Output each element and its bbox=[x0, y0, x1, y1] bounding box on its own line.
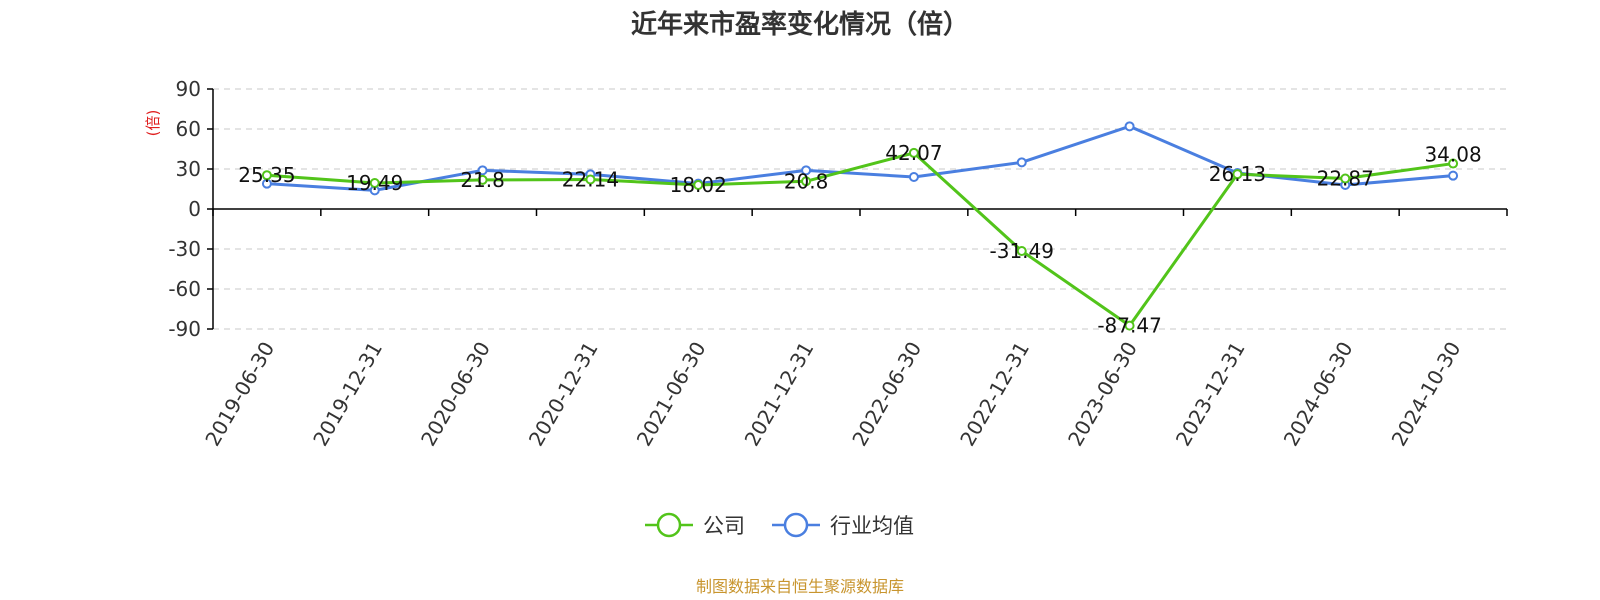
data-point-industry-average bbox=[1124, 121, 1135, 132]
x-tick-label: 2020-06-30 bbox=[416, 338, 495, 451]
data-label-company: 25.35 bbox=[238, 163, 295, 187]
legend-marker-icon bbox=[656, 512, 682, 538]
data-label-company: 34.08 bbox=[1424, 143, 1481, 167]
y-tick-label: -60 bbox=[168, 277, 201, 301]
grid-layer bbox=[213, 88, 1507, 330]
data-label-company: 21.8 bbox=[460, 168, 505, 192]
data-point-company bbox=[585, 174, 596, 185]
data-label-company: 26.13 bbox=[1209, 162, 1266, 186]
x-tick-label: 2019-12-31 bbox=[308, 338, 387, 451]
x-tick-label: 2024-10-30 bbox=[1387, 338, 1466, 451]
data-point-company bbox=[693, 179, 704, 190]
x-tick-label: 2024-06-30 bbox=[1279, 338, 1358, 451]
data-label-company: 22.87 bbox=[1317, 167, 1374, 191]
legend-item-industry-average[interactable]: 行业均值 bbox=[772, 512, 914, 538]
y-tick-label: 30 bbox=[176, 157, 201, 181]
data-label-company: 22.14 bbox=[562, 167, 619, 191]
legend: 公司 行业均值 bbox=[645, 512, 914, 538]
legend-marker-icon bbox=[783, 512, 809, 538]
source-note: 制图数据来自恒生聚源数据库 bbox=[696, 577, 904, 596]
series-line-company bbox=[266, 151, 1454, 328]
data-point-company bbox=[1232, 169, 1243, 180]
x-tick-label: 2022-12-31 bbox=[955, 338, 1034, 451]
data-point-company bbox=[1016, 245, 1027, 256]
data-point-company bbox=[477, 174, 488, 185]
data-point-company bbox=[1448, 158, 1459, 169]
data-label-company: -31.49 bbox=[990, 239, 1054, 263]
data-point-company bbox=[801, 176, 812, 187]
data-point-industry-average bbox=[477, 165, 488, 176]
data-point-industry-average bbox=[801, 165, 812, 176]
y-axis-unit-label: (倍) bbox=[144, 110, 162, 137]
y-tick-label: -30 bbox=[168, 237, 201, 261]
data-point-industry-average bbox=[1016, 157, 1027, 168]
y-tick-label: 0 bbox=[188, 197, 201, 221]
data-label-company: 19.49 bbox=[346, 171, 403, 195]
y-tick-label: 60 bbox=[176, 117, 201, 141]
data-label-layer: 25.35 19.49 21.8 22.14 18.02 20.8 42.07 -31.49 -… bbox=[238, 141, 1481, 338]
x-tick-label: 2022-06-30 bbox=[847, 338, 926, 451]
data-point-company bbox=[908, 147, 919, 158]
data-point-company bbox=[1340, 173, 1351, 184]
data-point-industry-average bbox=[1448, 170, 1459, 181]
x-tick-label: 2023-06-30 bbox=[1063, 338, 1142, 451]
data-label-company: 18.02 bbox=[670, 173, 727, 197]
data-label-company: -87.47 bbox=[1097, 314, 1161, 338]
x-tick-label: 2020-12-31 bbox=[524, 338, 603, 451]
series-layer bbox=[261, 121, 1459, 331]
data-point-company bbox=[369, 178, 380, 189]
data-label-company: 42.07 bbox=[885, 141, 942, 165]
x-tick-label: 2021-12-31 bbox=[740, 338, 819, 451]
x-tick-label: 2019-06-30 bbox=[200, 338, 279, 451]
legend-item-company[interactable]: 公司 bbox=[645, 512, 745, 538]
data-point-company bbox=[1124, 320, 1135, 331]
legend-label: 公司 bbox=[703, 514, 745, 538]
x-tick-label: 2021-06-30 bbox=[632, 338, 711, 451]
x-tick-label: 2023-12-31 bbox=[1171, 338, 1250, 451]
legend-label: 行业均值 bbox=[830, 514, 914, 538]
y-tick-label: 90 bbox=[176, 77, 201, 101]
data-point-industry-average bbox=[908, 172, 919, 182]
data-point-company bbox=[261, 170, 272, 181]
chart-title: 近年来市盈率变化情况（倍） bbox=[631, 9, 969, 40]
y-tick-label: -90 bbox=[168, 317, 201, 341]
data-label-company: 20.8 bbox=[784, 169, 829, 193]
